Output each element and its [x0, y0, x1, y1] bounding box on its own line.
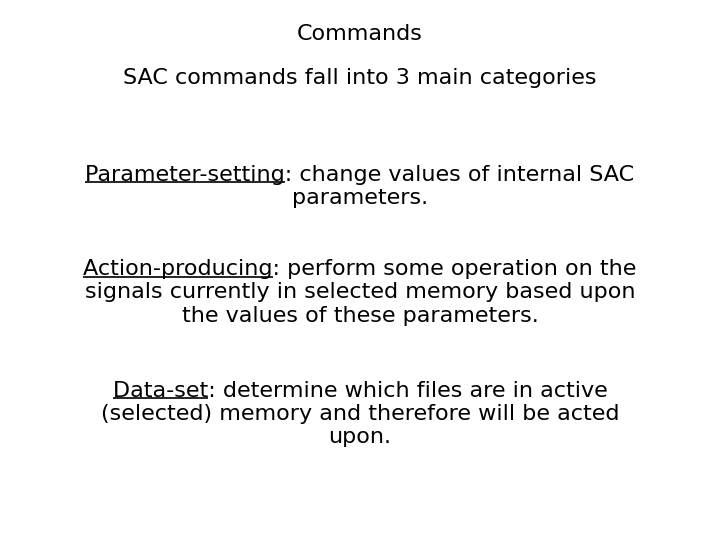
Text: SAC commands fall into 3 main categories: SAC commands fall into 3 main categories [123, 68, 597, 87]
Text: Commands: Commands [297, 24, 423, 44]
Text: Action-producing: perform some operation on the
signals currently in selected me: Action-producing: perform some operation… [84, 259, 636, 326]
Text: Parameter-setting: change values of internal SAC
parameters.: Parameter-setting: change values of inte… [86, 165, 634, 208]
Text: Data-set: determine which files are in active
(selected) memory and therefore wi: Data-set: determine which files are in a… [101, 381, 619, 447]
